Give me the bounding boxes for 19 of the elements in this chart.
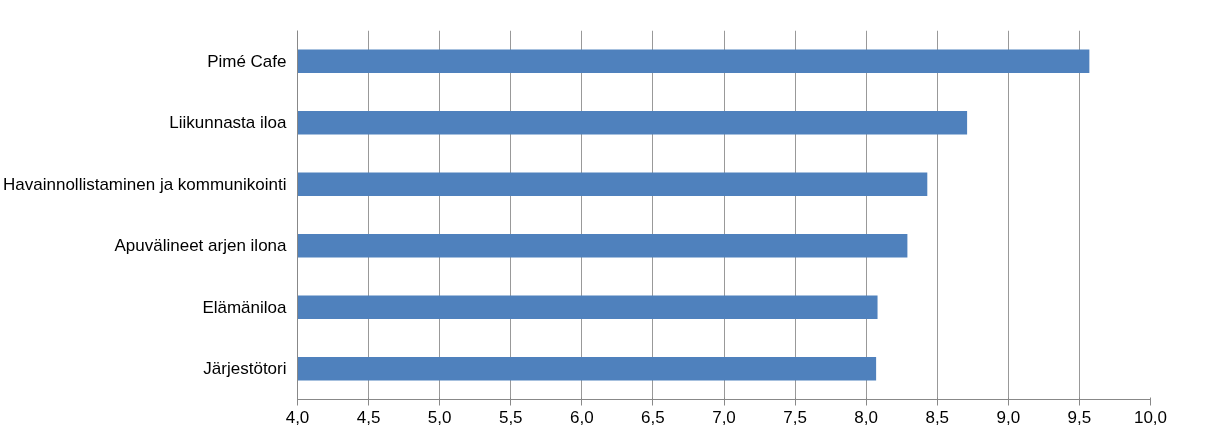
x-tick-label: 7,0 [712, 407, 736, 427]
y-tick-label: Pimé Cafe [207, 51, 287, 71]
y-tick-label: Apuvälineet arjen ilona [114, 236, 288, 256]
x-tick-label: 8,5 [925, 407, 950, 427]
x-tick-label: 7,5 [783, 407, 807, 427]
y-tick-label: Liikunnasta iloa [169, 113, 288, 133]
x-tick-label: 9,0 [996, 407, 1021, 427]
x-tick-label: 6,5 [641, 407, 665, 427]
x-tick-label: 5,0 [427, 407, 452, 427]
x-tick-label: 6,0 [570, 407, 594, 427]
y-tick-label: Järjestötori [203, 359, 287, 379]
x-tick-label: 8,0 [854, 407, 878, 427]
x-tick-label: 5,5 [498, 407, 523, 427]
y-tick-label: Havainnollistaminen ja kommunikointi [3, 174, 287, 194]
x-tick-label: 10,0 [1133, 407, 1168, 427]
x-tick-label: 9,5 [1067, 407, 1092, 427]
x-tick-label: 4,0 [285, 407, 310, 427]
x-tick-label: 4,5 [356, 407, 381, 427]
y-tick-label: Elämäniloa [202, 297, 288, 317]
